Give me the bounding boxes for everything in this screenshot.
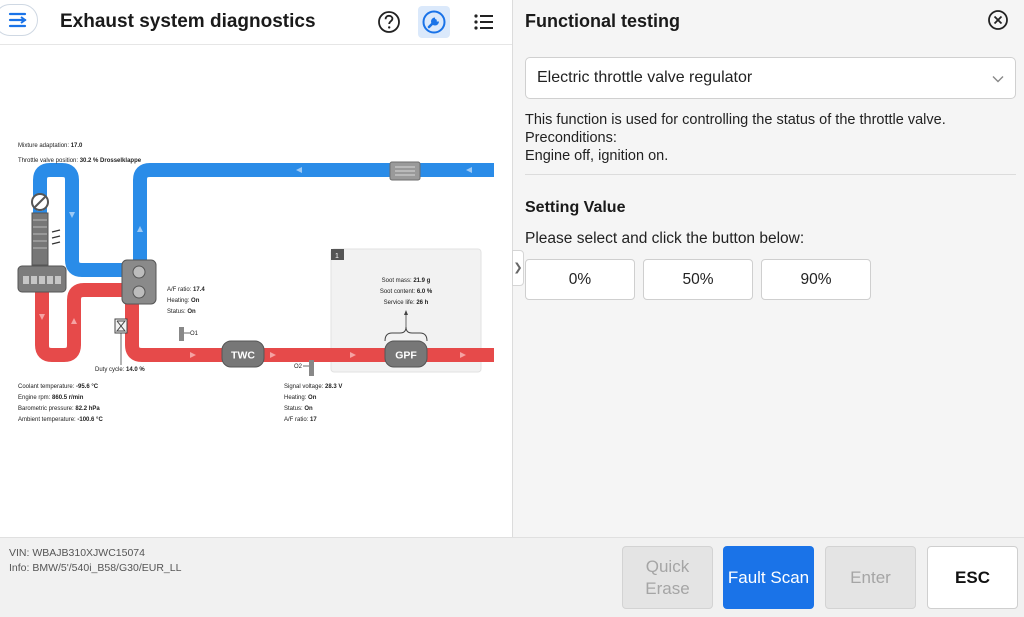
diagnostics-panel: Exhaust system diagnostics (0, 0, 512, 537)
gpf-unit (384, 340, 428, 368)
gpf-info-badge (331, 249, 344, 260)
sensor1-status: Status: On (167, 309, 196, 315)
duty-cycle-label: Duty cycle: 14.0 % (95, 367, 145, 373)
function-select[interactable]: Electric throttle valve regulator (525, 57, 1016, 99)
close-icon (988, 10, 1008, 30)
exhaust-diagram: 1 (17, 143, 494, 423)
vehicle-info: VIN: WBAJB310XJWC15074 Info: BMW/5'/540i… (9, 546, 181, 576)
turbocharger (121, 259, 157, 305)
value-50-button[interactable]: 50% (643, 259, 753, 300)
value-90-button[interactable]: 90% (761, 259, 871, 300)
function-description: This function is used for controlling th… (525, 111, 946, 165)
function-select-value: Electric throttle valve regulator (537, 69, 753, 86)
wrench-icon (422, 10, 446, 34)
close-button[interactable] (987, 9, 1009, 31)
gpf-label: GPF (395, 350, 417, 362)
oxygen-sensor-2 (309, 360, 314, 376)
quick-erase-line1: Quick (645, 556, 690, 576)
sensor1-af-ratio: A/F ratio: 17.4 (167, 287, 205, 293)
mixture-adaptation-label: Mixture adaptation: 17.0 (18, 143, 83, 149)
soot-content: Soot content: 6.0 % (380, 289, 433, 295)
chevron-down-icon (992, 76, 1004, 83)
barometric-pressure: Barometric pressure: 82.2 hPa (18, 406, 100, 412)
functional-testing-panel: Functional testing Electric throttle val… (513, 0, 1024, 537)
enter-button[interactable]: Enter (825, 546, 916, 609)
gpf-info-badge-text: 1 (335, 253, 339, 260)
oxygen-sensor-1-id: O1 (190, 331, 199, 337)
ambient-temperature: Ambient temperature: -100.6 °C (18, 417, 103, 423)
sensor2-af-ratio: A/F ratio: 17 (284, 417, 317, 423)
vin-text: VIN: WBAJB310XJWC15074 (9, 547, 145, 559)
signal-voltage: Signal voltage: 28.3 V (284, 384, 342, 390)
intake-manifold (31, 212, 49, 266)
setting-instruction: Please select and click the button below… (525, 230, 805, 247)
description-line: This function is used for controlling th… (525, 112, 946, 128)
help-button[interactable] (373, 6, 405, 38)
diagnostics-header: Exhaust system diagnostics (0, 0, 512, 45)
list-button[interactable] (468, 6, 500, 38)
soot-mass: Soot mass: 21.9 g (382, 278, 431, 284)
list-icon (474, 14, 493, 30)
twc-label: TWC (231, 350, 255, 362)
sensor2-status: Status: On (284, 406, 313, 412)
preconditions-text: Engine off, ignition on. (525, 148, 669, 164)
sensor2-heating: Heating: On (284, 395, 317, 401)
esc-button[interactable]: ESC (927, 546, 1018, 609)
vehicle-info-text: Info: BMW/5'/540i_B58/G30/EUR_LL (9, 562, 182, 574)
wrench-button[interactable] (418, 6, 450, 38)
coolant-temperature: Coolant temperature: -95.6 °C (18, 384, 99, 390)
throttle-position-label: Throttle valve position: 30.2 % Drosselk… (18, 158, 142, 164)
preconditions-label: Preconditions: (525, 130, 617, 146)
twc-unit (221, 340, 265, 368)
quick-erase-button[interactable]: Quick Erase (622, 546, 713, 609)
panel-title: Functional testing (525, 11, 680, 31)
oxygen-sensor-2-id: O2 (294, 364, 303, 370)
service-life: Service life: 26 h (384, 300, 429, 306)
exhaust-pipe (35, 282, 494, 362)
section-divider (525, 174, 1016, 175)
setting-value-title: Setting Value (525, 199, 626, 216)
engine-rpm: Engine rpm: 860.5 r/min (18, 395, 84, 401)
intake-pipe (33, 163, 494, 277)
fault-scan-button[interactable]: Fault Scan (723, 546, 814, 609)
quick-erase-line2: Erase (645, 578, 690, 598)
menu-button[interactable] (0, 4, 38, 36)
page-title: Exhaust system diagnostics (60, 11, 316, 32)
help-icon (378, 11, 400, 33)
sensor1-heating: Heating: On (167, 298, 200, 304)
exhaust-flow-arrows (39, 314, 466, 358)
oxygen-sensor-1 (179, 327, 184, 341)
menu-icon (8, 12, 27, 28)
panel-collapse-handle[interactable]: ❯ (512, 250, 524, 286)
value-0-button[interactable]: 0% (525, 259, 635, 300)
